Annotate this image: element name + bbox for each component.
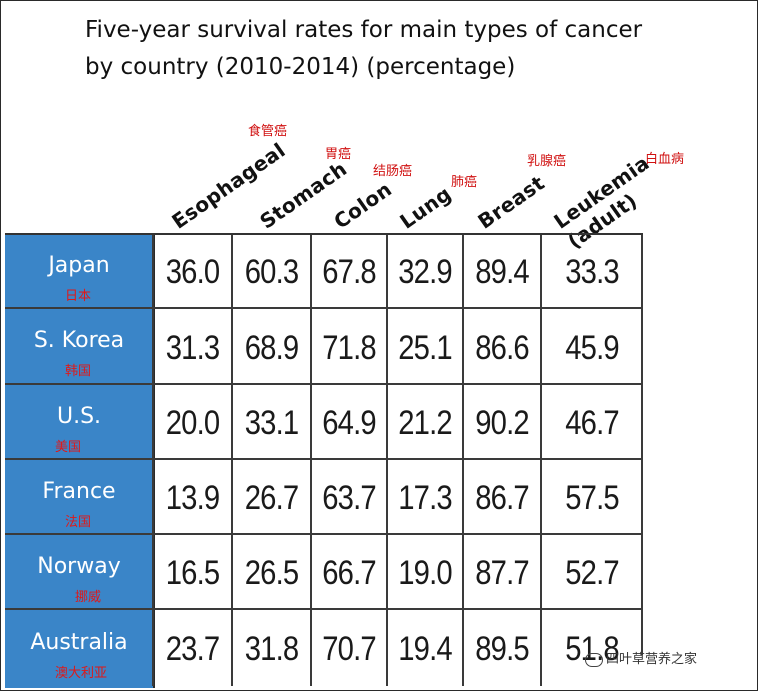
country-name: Australia xyxy=(30,629,128,655)
country-cell: Norway 挪威 xyxy=(5,536,155,611)
country-name: S. Korea xyxy=(33,328,125,353)
column-header-cn-2: 结肠癌 xyxy=(373,164,413,179)
value-cell: 60.3 xyxy=(244,253,299,291)
value-cell: 13.9 xyxy=(165,479,220,517)
country-name: Norway xyxy=(37,553,121,579)
country-cell: U.S. 美国 xyxy=(5,386,155,461)
value-cell: 16.5 xyxy=(165,554,220,592)
country-name-cn: 韩国 xyxy=(65,364,92,379)
column-header-cn-4: 乳腺癌 xyxy=(527,154,567,169)
table-row: U.S. 美国 20.0 33.1 64.9 21.2 90.2 46.7 xyxy=(5,386,643,461)
country-name-cn: 挪威 xyxy=(75,589,102,605)
table-row: Australia 澳大利亚 23.7 31.8 70.7 19.4 89.5 51.8 xyxy=(5,611,643,688)
value-cell: 86.7 xyxy=(475,479,529,517)
grid-line-vertical xyxy=(641,235,643,655)
value-cell: 70.7 xyxy=(322,630,376,668)
value-cell: 64.9 xyxy=(322,404,376,442)
country-name: France xyxy=(42,478,116,504)
value-cell: 67.8 xyxy=(322,253,376,291)
column-header-cn-5: 白血病 xyxy=(645,152,685,167)
value-cell: 87.7 xyxy=(475,554,529,592)
value-cell: 19.4 xyxy=(398,630,452,668)
value-cell: 21.2 xyxy=(398,404,452,442)
value-cell: 33.3 xyxy=(565,253,619,291)
value-cell: 89.4 xyxy=(475,253,529,291)
value-cell: 31.8 xyxy=(244,630,299,668)
country-name-cn: 日本 xyxy=(65,288,92,304)
column-header-cn-1: 胃癌 xyxy=(325,147,352,162)
grid-line-horizontal xyxy=(5,383,643,385)
country-name-cn: 美国 xyxy=(55,439,82,455)
watermark: 四叶草营养之家 xyxy=(585,648,697,667)
grid-line-vertical xyxy=(231,235,233,686)
value-cell: 46.7 xyxy=(565,404,619,442)
grid-line-horizontal xyxy=(5,533,643,535)
grid-line-vertical xyxy=(462,235,464,686)
value-cell: 86.6 xyxy=(475,329,529,367)
grid-line-vertical xyxy=(386,235,388,686)
value-cell: 26.5 xyxy=(244,554,299,592)
grid-line-horizontal xyxy=(5,458,643,460)
value-cell: 19.0 xyxy=(398,554,452,592)
value-cell: 63.7 xyxy=(322,479,376,517)
value-cell: 20.0 xyxy=(165,404,220,442)
value-cell: 66.7 xyxy=(322,554,376,592)
country-cell: France 法国 xyxy=(5,461,155,536)
column-header-cn-3: 肺癌 xyxy=(451,175,478,190)
table-row: France 法国 13.9 26.7 63.7 17.3 86.7 57.5 xyxy=(5,461,643,536)
value-cell: 45.9 xyxy=(565,329,619,367)
value-cell: 89.5 xyxy=(475,630,529,668)
value-cell: 26.7 xyxy=(244,479,299,517)
chart-title: Five-year survival rates for main types … xyxy=(85,12,642,86)
value-cell: 31.3 xyxy=(165,329,220,367)
value-cell: 33.1 xyxy=(244,404,299,442)
value-cell: 71.8 xyxy=(322,329,376,367)
country-name-cn: 法国 xyxy=(65,514,92,530)
table-row: Japan 日本 36.0 60.3 67.8 32.9 89.4 33.3 xyxy=(5,235,643,310)
grid-line-horizontal xyxy=(5,307,643,309)
country-cell: Japan 日本 xyxy=(5,235,155,310)
wechat-icon xyxy=(585,652,603,667)
value-cell: 57.5 xyxy=(565,479,619,517)
country-name: Japan xyxy=(48,252,110,278)
value-cell: 68.9 xyxy=(244,329,299,367)
value-cell: 36.0 xyxy=(165,253,220,291)
column-header-cn-0: 食管癌 xyxy=(248,124,288,139)
country-cell: S. Korea 韩国 xyxy=(5,310,155,386)
value-cell: 25.1 xyxy=(398,329,452,367)
grid-line-vertical xyxy=(310,235,312,686)
country-cell: Australia 澳大利亚 xyxy=(5,611,155,688)
value-cell: 32.9 xyxy=(398,253,452,291)
value-cell: 23.7 xyxy=(165,630,220,668)
value-cell: 17.3 xyxy=(398,479,452,517)
watermark-text: 四叶草营养之家 xyxy=(606,652,698,667)
chart-title-line1: Five-year survival rates for main types … xyxy=(85,17,643,43)
grid-line-horizontal xyxy=(5,608,643,610)
value-cell: 90.2 xyxy=(475,404,529,442)
country-name-cn: 澳大利亚 xyxy=(55,665,108,681)
table-row: Norway 挪威 16.5 26.5 66.7 19.0 87.7 52.7 xyxy=(5,536,643,611)
value-cell: 52.7 xyxy=(565,554,619,592)
chart-title-line2: by country (2010-2014) (percentage) xyxy=(85,54,516,80)
table-row: S. Korea 韩国 31.3 68.9 71.8 25.1 86.6 45.9 xyxy=(5,310,643,386)
grid-line-vertical xyxy=(152,235,154,686)
country-name: U.S. xyxy=(56,403,102,429)
survival-table: Japan 日本 36.0 60.3 67.8 32.9 89.4 33.3 S. Korea 韩… xyxy=(5,233,643,688)
grid-line-vertical xyxy=(540,235,542,686)
